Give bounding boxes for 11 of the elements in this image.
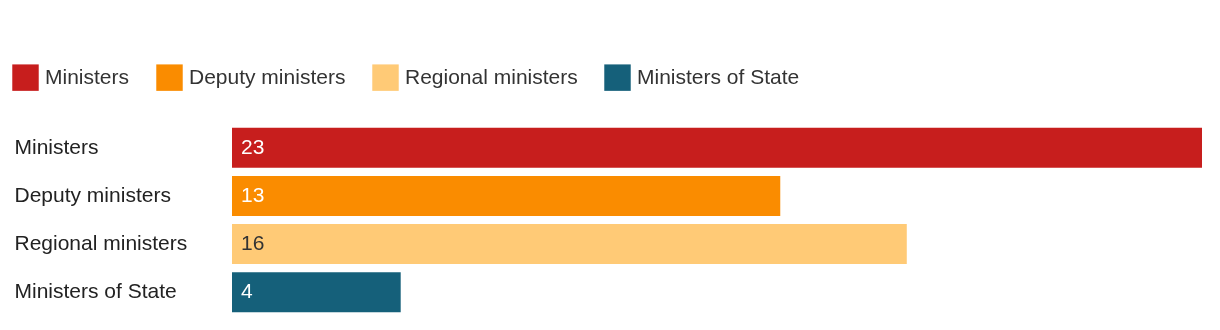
y-tick-label: Ministers bbox=[14, 134, 99, 158]
legend-label: Regional ministers bbox=[405, 64, 578, 88]
data-label: 4 bbox=[241, 279, 253, 303]
y-tick-label: Deputy ministers bbox=[14, 182, 171, 206]
legend-label: Deputy ministers bbox=[189, 64, 346, 88]
legend-label: Ministers of State bbox=[637, 64, 800, 88]
y-tick-label: Regional ministers bbox=[14, 231, 188, 255]
data-label: 23 bbox=[241, 134, 265, 158]
y-tick-label: Ministers of State bbox=[14, 279, 177, 303]
data-label: 13 bbox=[241, 182, 265, 206]
data-label: 16 bbox=[241, 231, 265, 255]
